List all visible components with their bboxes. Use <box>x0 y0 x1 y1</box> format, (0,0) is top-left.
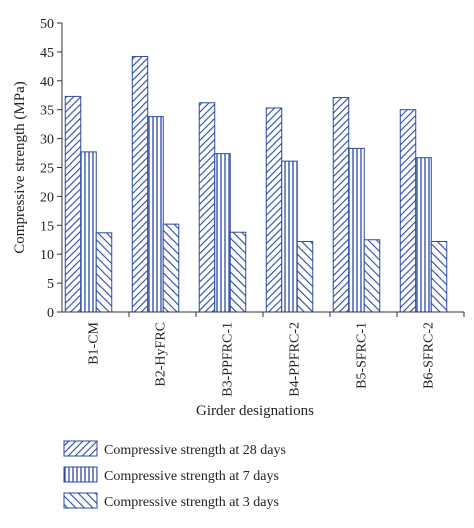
y-tick-label: 30 <box>40 133 54 148</box>
bar-b6-sfrc-2-series-3 <box>430 240 448 313</box>
y-tick-label: 10 <box>40 248 54 263</box>
bar-b5-sfrc-1-series-3 <box>363 239 381 313</box>
bars-group <box>64 56 448 313</box>
y-axis-title: Compressive strength (MPa) <box>12 81 28 253</box>
x-axis-title: Girder designations <box>196 403 314 419</box>
x-tick-label: B4-PPFRC-2 <box>288 322 303 397</box>
x-tick-label: B2-HyFRC <box>154 322 169 387</box>
legend-label-2: Compressive strength at 7 days <box>104 469 279 484</box>
legend: Compressive strength at 28 days Compressi… <box>63 440 286 510</box>
bar-b1-cm-series-1 <box>64 95 82 313</box>
bar-b5-sfrc-1-series-1 <box>332 97 350 313</box>
bar-b1-cm-series-2 <box>80 151 97 313</box>
bar-b2-hyfrc-series-2 <box>147 116 164 313</box>
x-tick-label: B1-CM <box>87 321 102 364</box>
x-axis-ticks: B1-CM B2-HyFRC B3-PPFRC-1 B4-PPFRC-2 B5-SFRC… <box>87 312 465 397</box>
bar-b2-hyfrc-series-3 <box>162 223 180 313</box>
bar-b4-ppfrc-2-series-3 <box>296 240 314 313</box>
x-tick-label: B6-SFRC-2 <box>422 322 437 389</box>
y-tick-label: 20 <box>40 190 54 205</box>
bar-b5-sfrc-1-series-2 <box>348 147 365 313</box>
legend-swatch-3 <box>63 492 98 509</box>
x-tick-label: B3-PPFRC-1 <box>221 322 236 397</box>
bar-b3-ppfrc-1-series-3 <box>229 231 247 313</box>
y-tick-label: 0 <box>47 306 54 321</box>
bar-b3-ppfrc-1-series-2 <box>214 153 231 313</box>
y-tick-label: 5 <box>47 277 54 292</box>
bar-b3-ppfrc-1-series-1 <box>198 102 216 313</box>
y-tick-label: 40 <box>40 75 54 90</box>
y-tick-label: 15 <box>40 219 54 234</box>
legend-label-1: Compressive strength at 28 days <box>104 443 286 458</box>
y-tick-label: 50 <box>40 17 54 32</box>
bar-b6-sfrc-2-series-1 <box>399 109 417 313</box>
bar-b1-cm-series-3 <box>95 232 113 313</box>
y-tick-label: 35 <box>40 104 54 119</box>
bar-b2-hyfrc-series-1 <box>131 56 149 313</box>
legend-swatch-1 <box>63 440 98 457</box>
y-tick-label: 45 <box>40 46 54 61</box>
bar-b4-ppfrc-2-series-1 <box>265 107 283 313</box>
legend-swatch-2 <box>63 466 98 483</box>
y-tick-label: 25 <box>40 162 54 177</box>
x-tick-label: B5-SFRC-1 <box>355 322 370 389</box>
bar-b4-ppfrc-2-series-2 <box>281 160 298 313</box>
y-axis-ticks: 0 5 10 15 20 25 30 35 40 45 50 <box>40 17 62 321</box>
bar-b6-sfrc-2-series-2 <box>415 157 432 313</box>
legend-label-3: Compressive strength at 3 days <box>104 495 279 510</box>
